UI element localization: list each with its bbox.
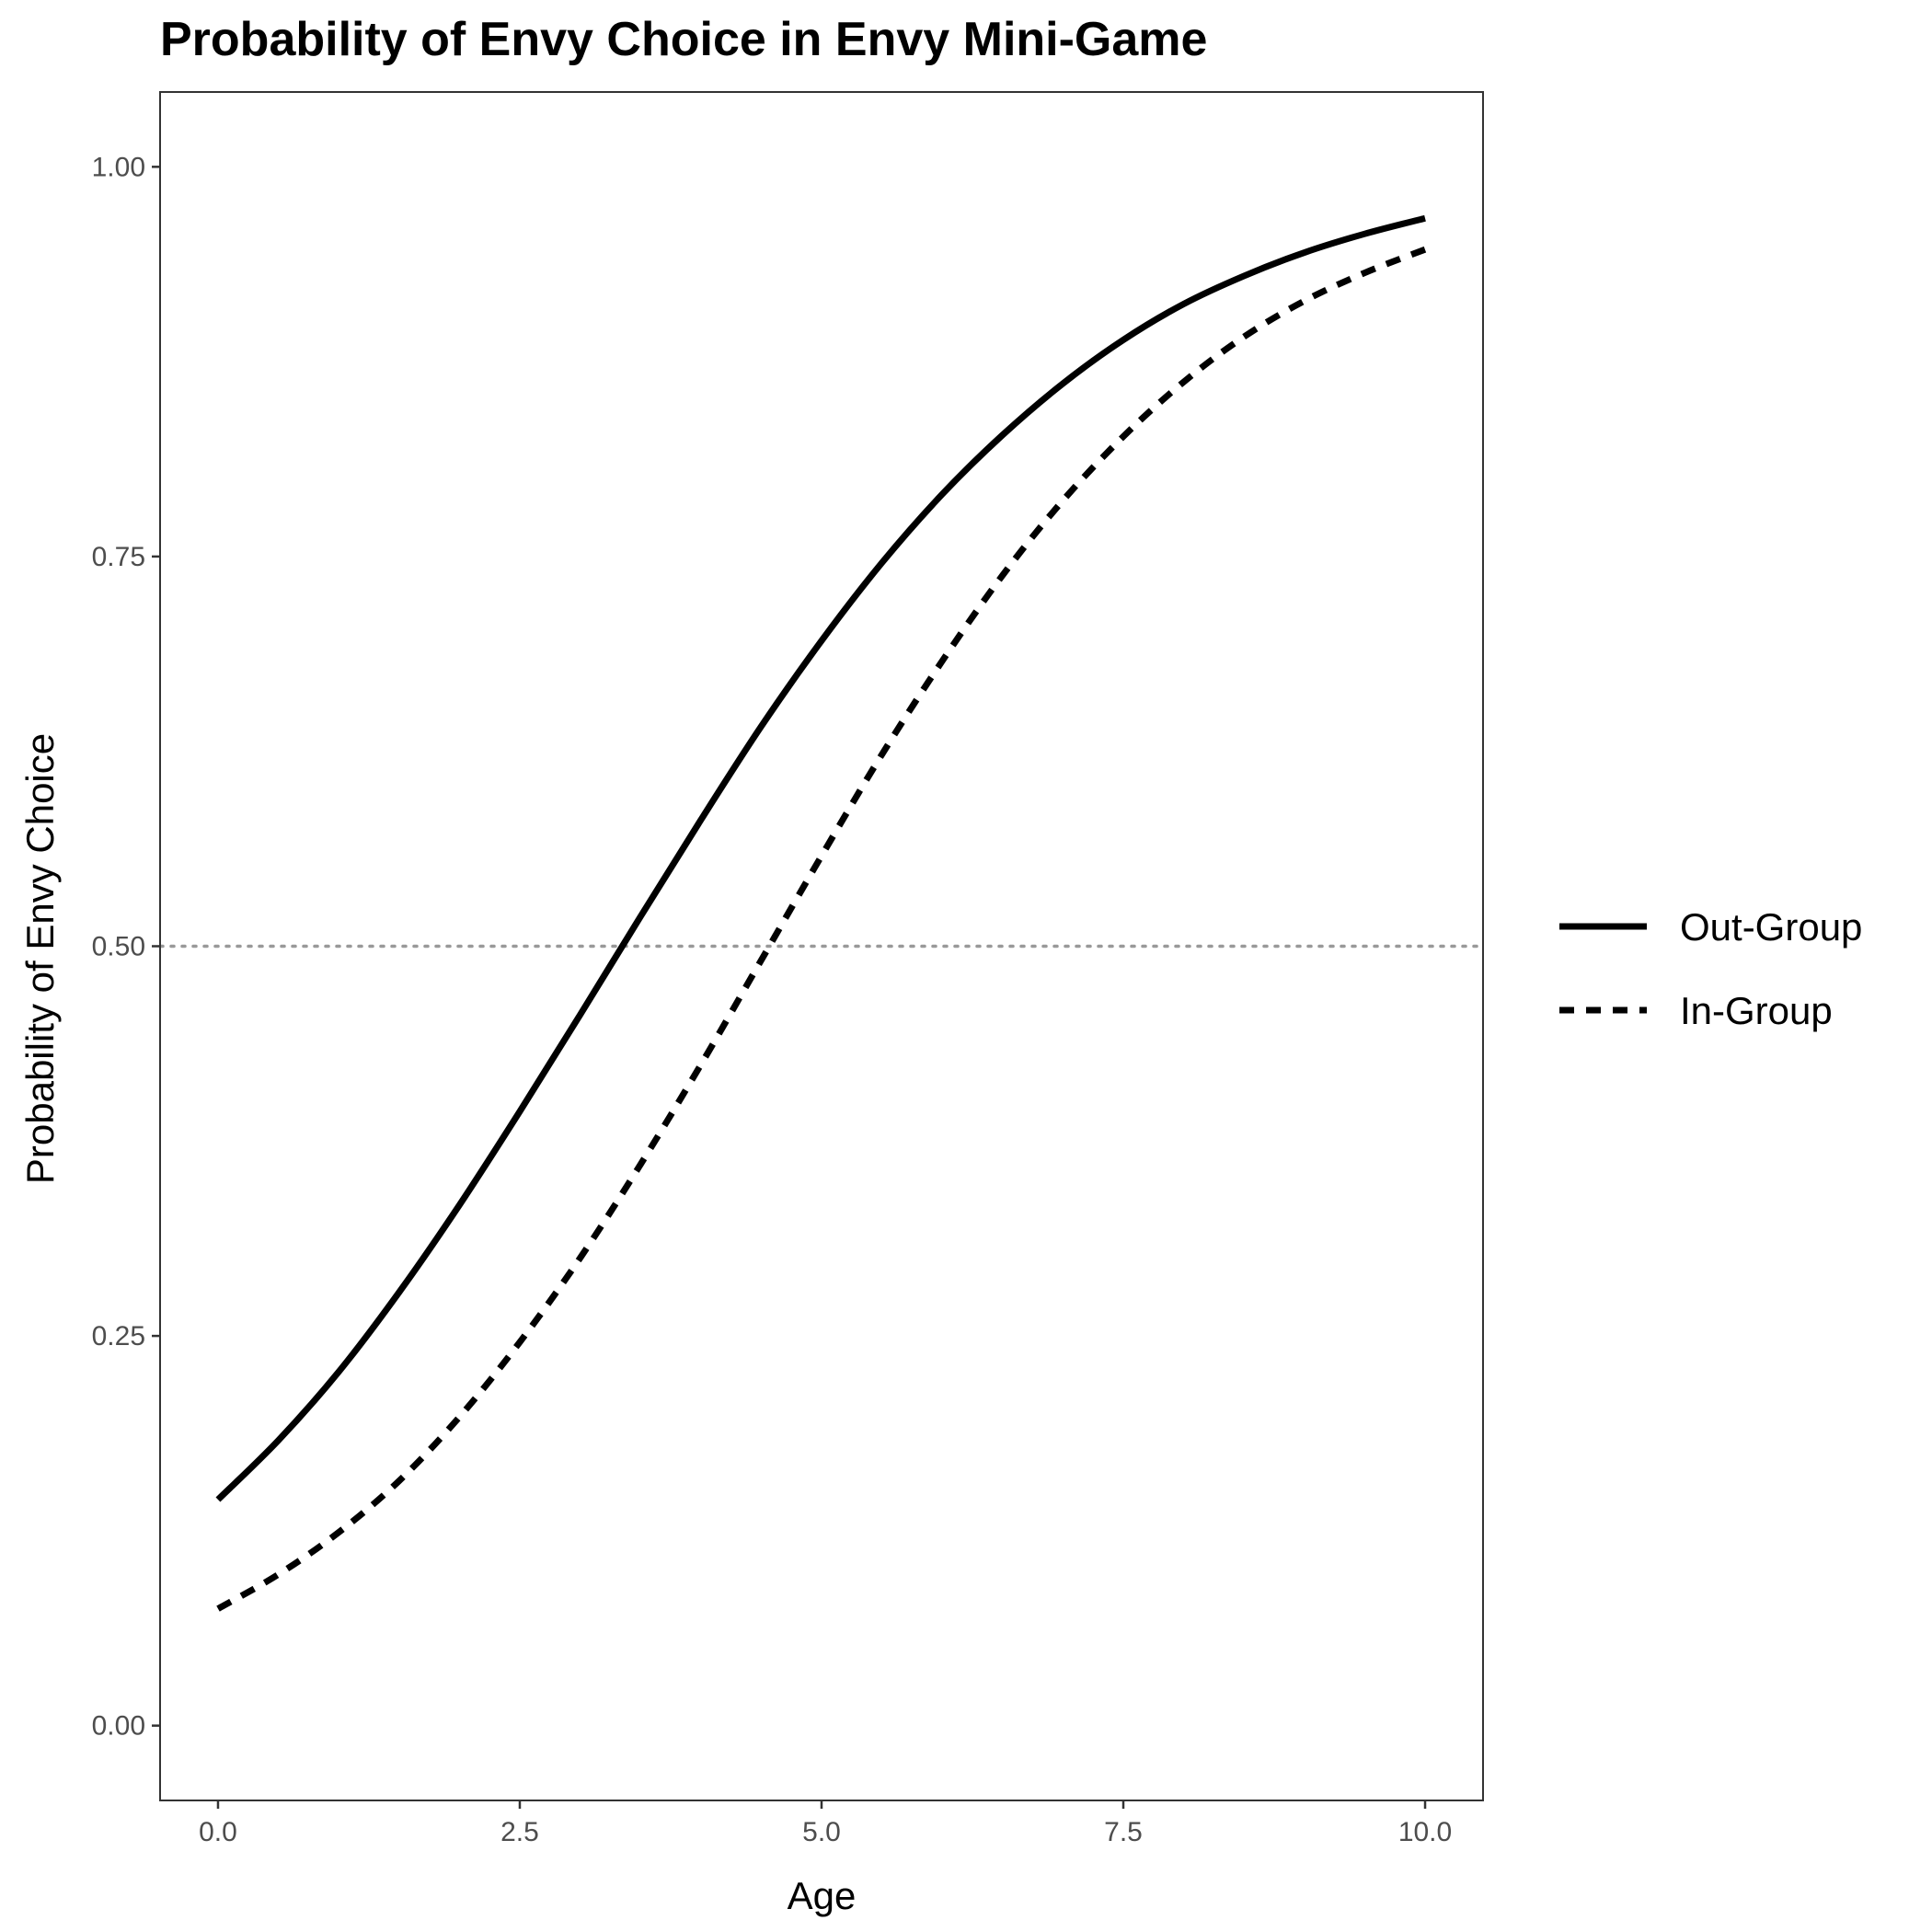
y-tick-label: 0.75: [92, 542, 145, 572]
legend: Out-Group In-Group: [1559, 905, 1862, 1032]
x-tick-label: 0.0: [199, 1817, 237, 1847]
x-tick-label: 2.5: [500, 1817, 539, 1847]
chart-title: Probability of Envy Choice in Envy Mini-…: [160, 13, 1207, 66]
y-tick-label: 1.00: [92, 152, 145, 182]
x-axis-title: Age: [788, 1874, 857, 1917]
x-tick-label: 10.0: [1398, 1817, 1452, 1847]
legend-label-in-group: In-Group: [1680, 989, 1833, 1032]
axes: 0.00 0.25 0.50 0.75 1.00 0.0 2.5 5.0 7.5 10.0: [92, 91, 1484, 1847]
x-tick-label: 7.5: [1104, 1817, 1143, 1847]
plot-area: [158, 214, 1485, 1612]
y-tick-label: 0.25: [92, 1321, 145, 1351]
y-tick-label: 0.50: [92, 932, 145, 962]
series-line-out-group: [215, 214, 1426, 1502]
series-line-in-group: [216, 246, 1427, 1612]
y-axis-title: Probability of Envy Choice: [18, 733, 62, 1184]
legend-label-out-group: Out-Group: [1680, 905, 1862, 949]
x-tick-label: 5.0: [802, 1817, 841, 1847]
y-tick-label: 0.00: [92, 1711, 145, 1742]
